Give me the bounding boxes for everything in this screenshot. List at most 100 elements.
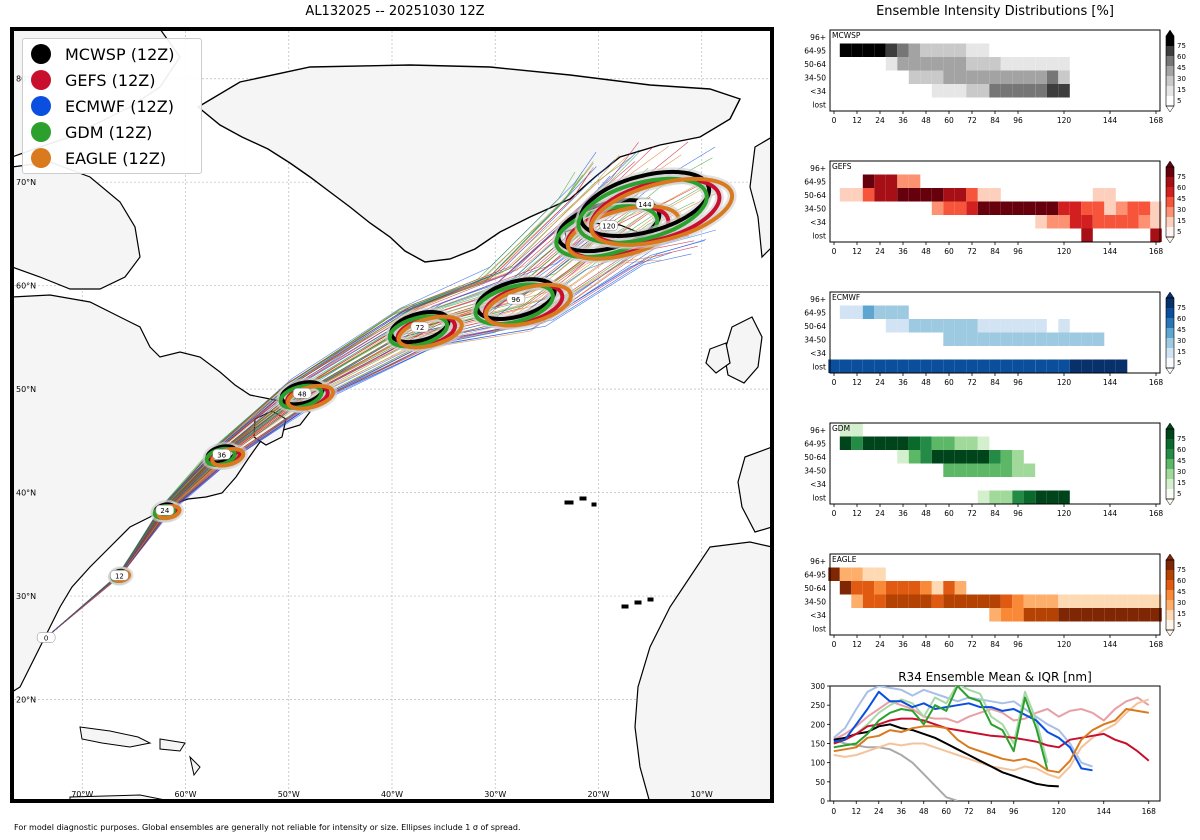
heatmap-cell: [920, 450, 932, 464]
colorbar-swatch: [1166, 338, 1174, 348]
heatmap-cell: [954, 319, 967, 333]
heatmap-cell: [1058, 84, 1070, 98]
r34-y-tick-label: 300: [811, 682, 826, 691]
colorbar-label: 75: [1177, 566, 1186, 574]
heatmap-cell: [1046, 201, 1059, 215]
row-label: lost: [812, 100, 826, 109]
row-label: <34: [810, 611, 826, 620]
heatmap-cell: [1069, 594, 1082, 608]
heatmap-cell: [954, 359, 967, 373]
x-tick-label: 120: [1057, 640, 1072, 649]
heatmap-cell: [943, 319, 955, 333]
row-label: lost: [812, 362, 826, 371]
colorbar-label: 30: [1177, 206, 1186, 214]
colorbar-min-arrow: [1165, 367, 1175, 375]
heatmap-cell: [966, 57, 978, 71]
heatmap-cell: [1081, 608, 1093, 622]
spread-ellipse: [589, 176, 735, 247]
heatmap-cell: [1023, 608, 1036, 622]
heatmap-cell: [977, 70, 990, 84]
heatmap-cell: [1058, 201, 1070, 215]
intensity-title: Ensemble Intensity Distributions [%]: [876, 4, 1114, 19]
heatmap-cell: [931, 319, 944, 333]
x-tick-label: 60: [944, 509, 954, 518]
x-tick-label: 96: [1013, 509, 1023, 518]
heatmap-cell: [966, 450, 978, 464]
heatmap-cell: [1058, 332, 1070, 346]
heatmap-cell: [897, 57, 909, 71]
heatmap-cell: [1150, 608, 1162, 622]
heatmap-cell: [931, 436, 944, 450]
row-label: 64-95: [804, 308, 826, 317]
heatmap-title: GDM: [832, 424, 850, 433]
heatmap-cell: [839, 581, 852, 595]
colorbar-label: 75: [1177, 435, 1186, 443]
heatmap-cell: [1104, 608, 1116, 622]
x-tick-label: 60: [944, 640, 954, 649]
row-label: lost: [812, 231, 826, 240]
x-tick-label: 60: [944, 247, 954, 256]
heatmap-cell: [908, 174, 921, 188]
heatmap-cell: [897, 43, 909, 57]
heatmap-cell: [1081, 332, 1093, 346]
heatmap-cell: [885, 174, 898, 188]
x-tick-label: 12: [852, 247, 862, 256]
heatmap-cell: [954, 594, 967, 608]
r34-x-tick-label: 12: [851, 807, 861, 816]
heatmap-cell: [839, 359, 852, 373]
row-label: 34-50: [804, 597, 826, 606]
heatmap-cell: [977, 43, 990, 57]
heatmap-cell: [1035, 608, 1047, 622]
r34-axes: [829, 685, 1161, 802]
heatmap-cell: [908, 581, 921, 595]
heatmap-cell: [897, 188, 909, 202]
hour-marker: [36, 632, 56, 643]
heatmap-cell: [1046, 594, 1059, 608]
heatmap-cell: [966, 201, 978, 215]
heatmap-cell: [1104, 215, 1116, 229]
spread-ellipse: [387, 314, 450, 349]
heatmap-cell: [1035, 594, 1047, 608]
colorbar-swatch: [1166, 348, 1174, 358]
heatmap-cell: [1035, 70, 1047, 84]
heatmap-cell: [874, 594, 886, 608]
heatmap-cell: [920, 188, 932, 202]
heatmap-cell: [1012, 608, 1024, 622]
legend-marker-ecmwf: [31, 96, 51, 116]
heatmap-cell: [943, 436, 955, 450]
r34-y-tick-label: 250: [811, 701, 826, 710]
heatmap-cell: [989, 201, 1001, 215]
heatmap-title: MCWSP: [832, 31, 861, 40]
heatmap-cell: [908, 436, 921, 450]
colorbar-swatch: [1166, 46, 1174, 56]
legend-label-gdm: GDM (12Z): [65, 122, 153, 142]
heatmap-cell: [851, 581, 863, 595]
heatmap-cell: [931, 43, 944, 57]
heatmap-cell: [920, 436, 932, 450]
iberia: [737, 446, 772, 533]
legend-label-eagle: EAGLE (12Z): [65, 148, 167, 168]
heatmap-cell: [1081, 201, 1093, 215]
colorbar-label: 30: [1177, 599, 1186, 607]
land-masses: [12, 29, 772, 801]
heatmap-cell: [851, 436, 863, 450]
heatmap-cell: [943, 57, 955, 71]
heatmap-cell: [1012, 70, 1024, 84]
lon-label: 40°W: [381, 790, 403, 799]
caribbean: [79, 726, 201, 777]
hour-marker: [599, 220, 619, 231]
x-tick-label: 96: [1013, 116, 1023, 125]
africa: [634, 541, 772, 801]
heatmap-cell: [874, 359, 886, 373]
heatmap-gefs: 96+ 64-95 50-64 34-50 <34 lost GEFS 0 12 24 36 48 60…: [804, 160, 1186, 256]
x-tick-label: 168: [1149, 378, 1164, 387]
norway: [749, 136, 772, 259]
hour-label: 96: [511, 296, 520, 304]
colorbar-swatch: [1166, 96, 1174, 106]
heatmap-cell: [862, 567, 875, 581]
heatmap-cell: [989, 57, 1001, 71]
heatmap-cell: [1000, 332, 1013, 346]
heatmap-cell: [1012, 490, 1024, 504]
heatmap-cell: [897, 436, 909, 450]
colorbar-swatch: [1166, 620, 1174, 630]
